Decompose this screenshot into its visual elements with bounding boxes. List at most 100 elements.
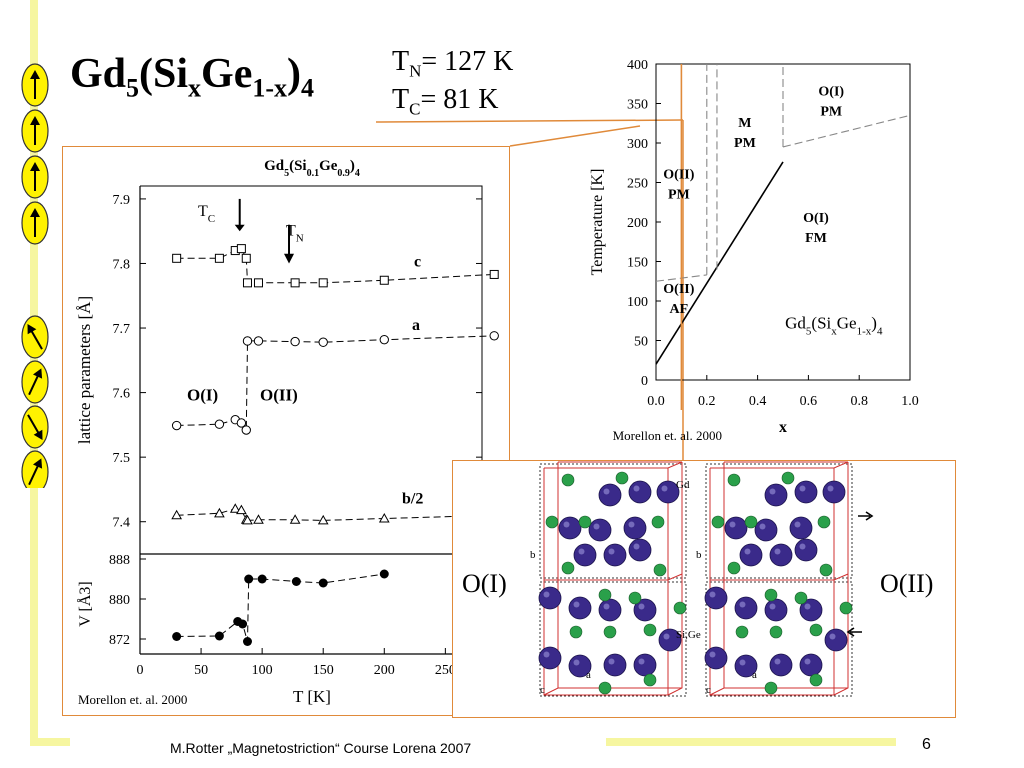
phase-y-tick-label: 400	[627, 58, 648, 73]
connector-diag	[509, 125, 641, 147]
phase-x-tick-label: 0.8	[850, 394, 868, 409]
sige-atom	[653, 563, 667, 577]
region-label: O(I)	[803, 211, 829, 226]
data-point-a	[171, 420, 182, 431]
arrow-shaft	[28, 372, 41, 396]
crystal-structure: O(I) O(II) b c a b c a Gd Si,Ge	[462, 461, 933, 697]
data-point-v	[257, 574, 267, 584]
gd-atom	[538, 586, 562, 610]
phase-y-tick-label: 50	[634, 335, 648, 350]
arrow-glyph	[27, 414, 43, 440]
axis-label-c: c	[706, 684, 711, 696]
arrow-glyph	[30, 116, 40, 145]
gd-atom-highlight	[804, 658, 811, 665]
gd-atom-highlight	[729, 521, 736, 528]
sige-atom	[817, 515, 831, 529]
gd-atom	[789, 516, 813, 540]
gd-atom-highlight	[709, 591, 716, 598]
arrow-head	[30, 208, 40, 217]
data-point-c	[241, 253, 251, 263]
decor-bar-bottom-left	[30, 738, 70, 746]
gd-atom	[704, 646, 728, 670]
sige-atom	[727, 561, 741, 575]
data-point-b2	[236, 504, 247, 515]
crystal-label-oii: O(II)	[880, 569, 933, 598]
y2-tick-label: 872	[109, 633, 130, 648]
data-point-c	[489, 269, 499, 279]
arrow-head	[30, 70, 40, 79]
unit-cell: b c a	[696, 461, 853, 697]
gd-atom-highlight	[827, 485, 834, 492]
atom-label-sige: Si,Ge	[676, 629, 701, 641]
axes-frame	[139, 186, 510, 655]
sige-atom	[561, 561, 575, 575]
slide-title: Gd5(SixGe1-x)4	[70, 50, 314, 103]
footer-credit: M.Rotter „Magnetostriction“ Course Loren…	[170, 740, 472, 756]
data-point-c	[253, 278, 263, 288]
region-label: PM	[734, 136, 756, 151]
data-point-c	[318, 278, 328, 288]
sige-atom	[598, 588, 612, 602]
y-tick-label: 7.4	[113, 516, 131, 531]
series-line-b-2	[176, 508, 495, 521]
gd-atom-highlight	[661, 485, 668, 492]
data-point-c	[379, 275, 389, 285]
gd-atom	[598, 598, 622, 622]
title-sub: 5	[126, 73, 140, 103]
series-label-a: a	[412, 317, 420, 334]
gd-atom-highlight	[573, 601, 580, 608]
gd-atom	[558, 516, 582, 540]
gd-atom	[764, 598, 788, 622]
y-tick-label: 7.5	[113, 451, 131, 466]
data-point-c	[172, 253, 182, 263]
region-label: O(I)	[818, 85, 844, 100]
gd-atom	[704, 586, 728, 610]
data-point-a	[241, 425, 251, 435]
data-point-c	[242, 278, 252, 288]
gd-atom-highlight	[608, 658, 615, 665]
data-point-v	[214, 631, 224, 641]
data-point-c	[214, 253, 224, 263]
phase-y-tick-label: 250	[627, 177, 648, 192]
sige-atom	[628, 591, 642, 605]
arrow-glyph	[30, 208, 40, 237]
sige-atom	[711, 515, 725, 529]
gd-atom-highlight	[794, 521, 801, 528]
axis-label-b: b	[696, 549, 702, 561]
sige-atom	[569, 625, 583, 639]
x-tick-label: 200	[374, 663, 395, 678]
data-point-b2	[229, 503, 241, 513]
lattice-panel	[62, 146, 510, 716]
curie-temperature: TC= 81 K	[392, 84, 498, 120]
data-point-v	[379, 569, 389, 579]
y2-axis-label: V [Å3]	[76, 581, 94, 626]
gd-atom	[628, 538, 652, 562]
gd-atom	[739, 543, 763, 567]
gd-atom	[568, 596, 592, 620]
x-tick-label: 150	[313, 663, 334, 678]
data-point-c	[236, 244, 246, 254]
data-point-c	[290, 278, 300, 288]
data-point-b2	[289, 514, 301, 524]
spin-arrow-icon	[21, 405, 49, 449]
phase-credit: Morellon et. al. 2000	[613, 428, 722, 443]
lattice-chart: Gd5(Si0.1Ge0.9)4 7.4 7.5 7.6 7.7 7.8 7.9 872 880…	[75, 158, 510, 707]
arrow-glyph	[30, 70, 40, 99]
gd-atom	[538, 646, 562, 670]
phase-x-tick-label: 0.6	[800, 394, 818, 409]
sige-atom	[651, 515, 665, 529]
data-point-a	[242, 336, 253, 346]
region-label: PM	[820, 105, 842, 120]
title-sub: x	[188, 73, 202, 103]
region-label: PM	[668, 188, 690, 203]
phase-x-tick-label: 1.0	[901, 394, 919, 409]
gd-atom-highlight	[804, 603, 811, 610]
cell-box-top	[539, 463, 687, 579]
arrow-head	[30, 116, 40, 125]
sige-atom	[809, 623, 823, 637]
connector-top	[375, 119, 684, 123]
arrow-head	[33, 368, 43, 379]
page-number: 6	[922, 736, 931, 753]
oii-annotation: O(II)	[260, 386, 298, 405]
x-tick-label: 0	[137, 663, 144, 678]
